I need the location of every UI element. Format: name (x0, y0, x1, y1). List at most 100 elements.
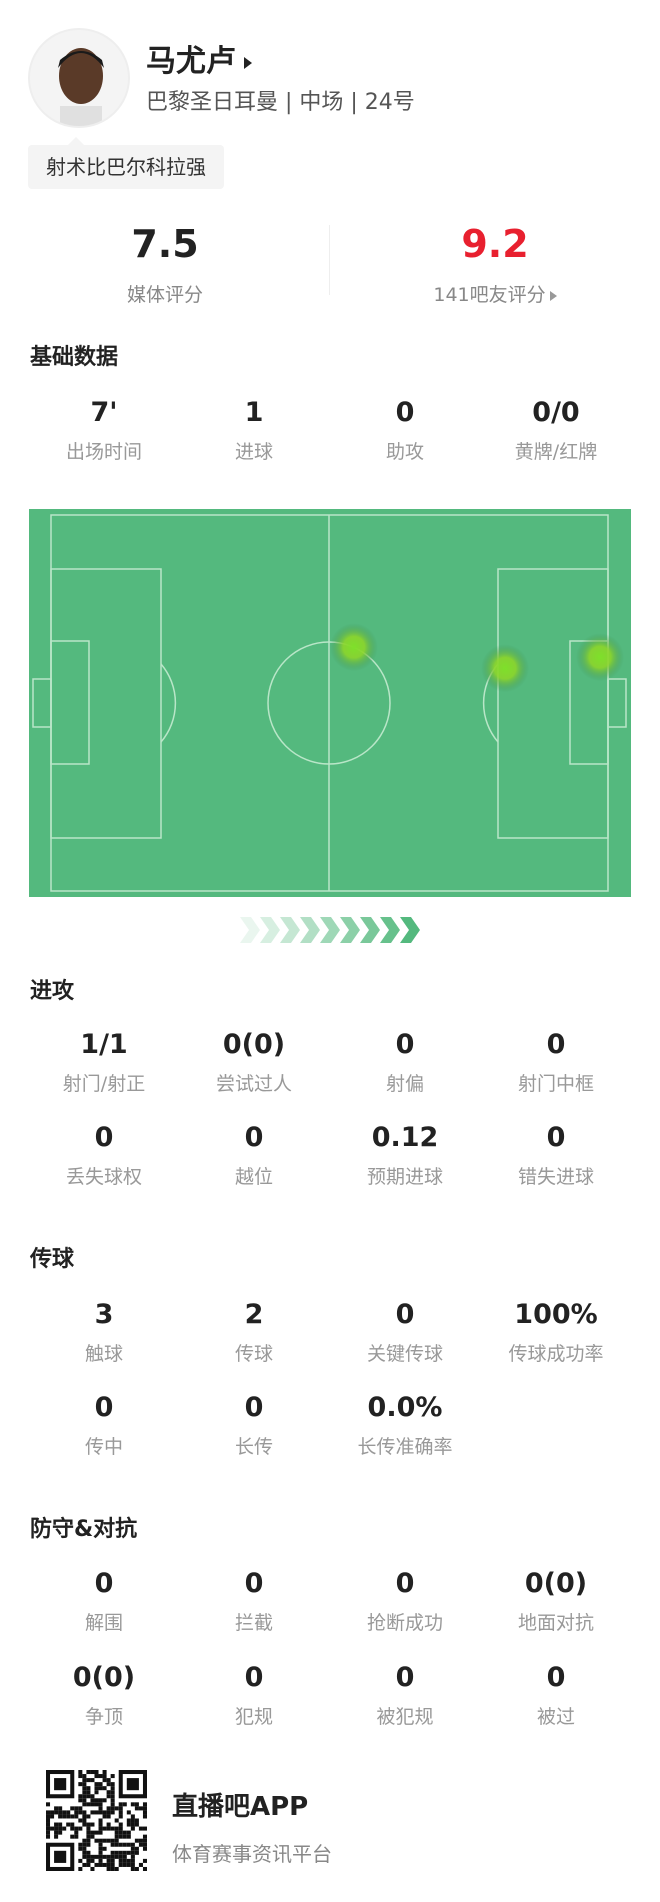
stat-label: 预期进球 (366, 1166, 443, 1188)
stat-item: 0.0% 长传准确率 (330, 1392, 480, 1459)
chevron-right-icon (260, 917, 280, 943)
stat-label: 长传准确率 (357, 1436, 453, 1458)
stat-label: 犯规 (234, 1706, 273, 1728)
player-info: 巴黎圣日耳曼 | 中场 | 24号 (146, 90, 415, 115)
stat-label: 进球 (234, 441, 273, 463)
qr-code (46, 1770, 147, 1871)
stat-value: 0 (395, 1299, 415, 1330)
stat-value: 100% (514, 1299, 598, 1330)
stat-label: 尝试过人 (215, 1073, 292, 1095)
stat-value: 0(0) (222, 1029, 286, 1060)
stat-label: 传球 (234, 1343, 273, 1365)
stat-item: 3 触球 (29, 1299, 179, 1366)
stat-value: 1/1 (80, 1029, 128, 1060)
stat-item: 0 越位 (179, 1122, 329, 1189)
stat-item: 100% 传球成功率 (481, 1299, 631, 1366)
stat-value: 0 (94, 1568, 114, 1599)
stat-label: 长传 (234, 1436, 273, 1458)
stat-label: 助攻 (385, 441, 424, 463)
heatmap-spot (329, 623, 378, 672)
chevron-right-icon (240, 917, 260, 943)
stat-item: 2 传球 (179, 1299, 329, 1366)
stat-label: 争顶 (84, 1706, 123, 1728)
stat-item: 0 被犯规 (330, 1662, 480, 1729)
stat-item: 1 进球 (179, 397, 329, 464)
stat-item: 0(0) 尝试过人 (179, 1029, 329, 1096)
stat-item: 0.12 预期进球 (330, 1122, 480, 1189)
heatmap-pitch (29, 509, 631, 897)
stat-item: 0 错失进球 (481, 1122, 631, 1189)
stat-label: 地面对抗 (517, 1612, 594, 1634)
stat-label: 出场时间 (65, 441, 142, 463)
player-avatar[interactable] (28, 28, 130, 128)
play-arrow-icon (549, 290, 557, 301)
chevron-right-icon (360, 917, 380, 943)
stat-item: 0(0) 地面对抗 (481, 1568, 631, 1635)
section-title: 进攻 (30, 979, 75, 1004)
stat-value: 0 (244, 1392, 264, 1423)
attack-direction-arrows (240, 917, 420, 943)
stat-value: 0 (244, 1662, 264, 1693)
stat-value: 0 (395, 1568, 415, 1599)
stat-value: 0 (94, 1122, 114, 1153)
chevron-right-icon (340, 917, 360, 943)
stat-value: 0 (395, 1662, 415, 1693)
stat-item: 0 长传 (179, 1392, 329, 1459)
stat-value: 0 (395, 397, 415, 428)
app-name: 直播吧APP (172, 1792, 309, 1822)
stat-value: 7' (90, 397, 118, 428)
section-title: 基础数据 (30, 345, 119, 370)
stat-item: 1/1 射门/射正 (29, 1029, 179, 1096)
stat-value: 0.0% (367, 1392, 443, 1423)
stat-label: 触球 (84, 1343, 123, 1365)
stat-value: 0 (546, 1662, 566, 1693)
pitch-lines (32, 514, 627, 892)
stat-item: 0 传中 (29, 1392, 179, 1459)
stat-label: 被犯规 (376, 1706, 434, 1728)
stat-item: 7' 出场时间 (29, 397, 179, 464)
stat-value: 0 (244, 1568, 264, 1599)
stat-label: 越位 (234, 1166, 273, 1188)
chevron-right-icon (300, 917, 320, 943)
stat-value: 0 (546, 1122, 566, 1153)
stat-value: 0 (244, 1122, 264, 1153)
media-rating: 7.5 媒体评分 (126, 222, 203, 306)
stat-item: 0 犯规 (179, 1662, 329, 1729)
app-slogan: 体育赛事资讯平台 (172, 1842, 332, 1866)
section-title: 防守&对抗 (30, 1517, 138, 1542)
chevron-right-icon (280, 917, 300, 943)
stat-item: 0 射门中框 (481, 1029, 631, 1096)
divider (329, 225, 330, 295)
section-title: 传球 (30, 1247, 75, 1272)
stat-item: 0 解围 (29, 1568, 179, 1635)
stat-item: 0 被过 (481, 1662, 631, 1729)
stat-label: 解围 (84, 1612, 123, 1634)
chevron-right-icon (400, 917, 420, 943)
stat-value: 3 (94, 1299, 114, 1330)
fans-rating[interactable]: 9.2 141吧友评分 (330, 222, 660, 307)
play-arrow-icon (244, 56, 252, 69)
stat-item: 0/0 黄牌/红牌 (481, 397, 631, 464)
stat-value: 0(0) (524, 1568, 588, 1599)
stat-value: 0 (546, 1029, 566, 1060)
heatmap-spot (481, 644, 530, 693)
stat-item: 0 关键传球 (330, 1299, 480, 1366)
player-tag: 射术比巴尔科拉强 (28, 137, 224, 189)
chevron-right-icon (380, 917, 400, 943)
stat-label: 丢失球权 (65, 1166, 142, 1188)
stat-label: 传球成功率 (508, 1343, 604, 1365)
player-name[interactable]: 马尤卢 (146, 36, 252, 80)
stat-value: 0/0 (532, 397, 580, 428)
stat-label: 传中 (84, 1436, 123, 1458)
chevron-right-icon (320, 917, 340, 943)
stat-label: 错失进球 (517, 1166, 594, 1188)
stat-item: 0 拦截 (179, 1568, 329, 1635)
stat-item: 0 丢失球权 (29, 1122, 179, 1189)
stat-item: 0 射偏 (330, 1029, 480, 1096)
stat-label: 黄牌/红牌 (514, 441, 598, 463)
heatmap-spot (576, 633, 625, 682)
stat-value: 0(0) (72, 1662, 136, 1693)
stat-value: 0.12 (371, 1122, 439, 1153)
stat-label: 射偏 (385, 1073, 424, 1095)
stat-label: 拦截 (234, 1612, 273, 1634)
